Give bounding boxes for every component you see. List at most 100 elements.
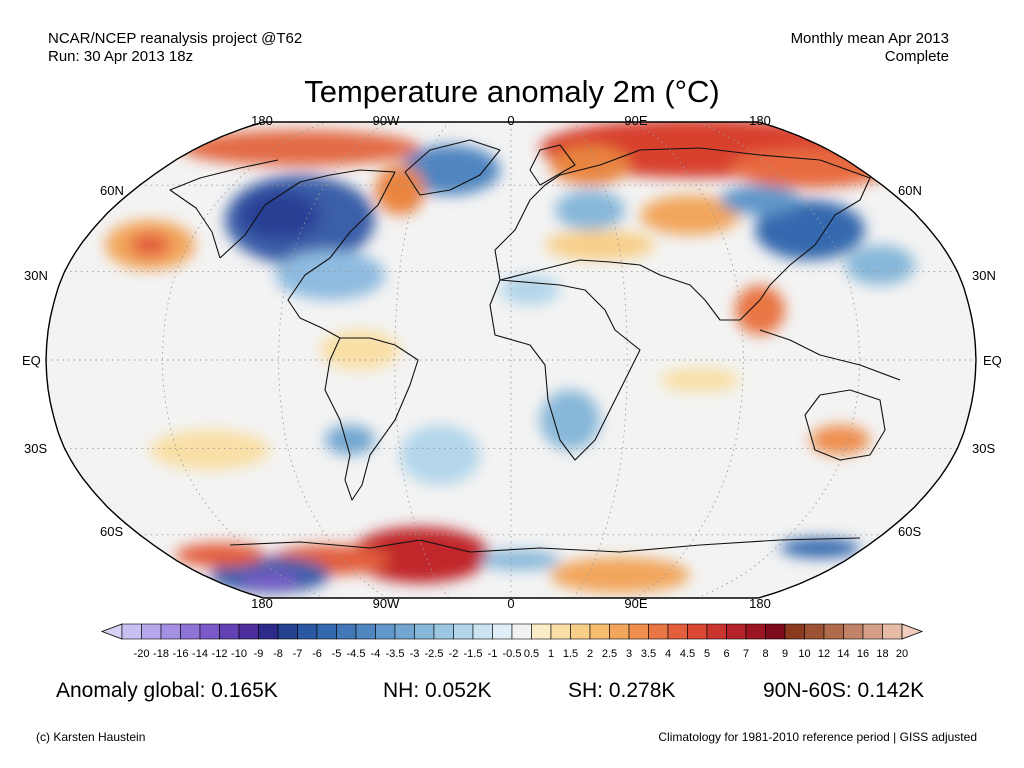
colorbar-tick-label: 2 [586,648,594,660]
lon-label-bottom: 180 [251,596,273,611]
run-label: Run: 30 Apr 2013 18z [48,48,194,65]
graticule [46,122,976,598]
colorbar-swatch [453,623,474,640]
colorbar-tick-label: 14 [837,648,850,660]
lon-label-bottom: 90W [372,596,400,611]
colorbar-swatch [687,623,708,640]
nh-anomaly: NH: 0.052K [383,679,492,702]
lat-label-left: 60N [100,183,124,198]
climatology-note: Climatology for 1981-2010 reference peri… [658,730,977,744]
colorbar-swatch [745,623,766,640]
colorbar-swatch [804,623,825,640]
colorbar-tick-label: 9 [781,648,789,660]
colorbar-tick-label: -3 [409,648,420,660]
colorbar-tick-label: 18 [876,648,889,660]
colorbar-tick-label: -4.5 [346,648,366,660]
colorbar-swatch [336,623,357,640]
colorbar-tick-label: -10 [231,648,247,660]
colorbar-tick-label: 10 [798,648,811,660]
meridian-line [696,122,861,598]
lat-label-right: 60N [898,183,922,198]
colorbar-tick-label: 7 [742,648,750,660]
status-label: Complete [884,48,949,65]
colorbar-tick-label: 4.5 [679,648,696,660]
colorbar-swatch [277,623,298,640]
credit-text: (c) Karsten Haustein [36,730,146,744]
colorbar-tick-label: -14 [192,648,208,660]
colorbar-swatch [726,623,747,640]
map-title: Temperature anomaly 2m (°C) [304,74,720,109]
colorbar-tick-label: 1.5 [562,648,579,660]
colorbar-tick-label: -1 [487,648,498,660]
global-anomaly: Anomaly global: 0.165K [56,679,278,702]
lat-label-right: 30S [972,441,996,456]
colorbar-tick-label: -18 [153,648,169,660]
lon-label-top: 0 [507,113,515,128]
colorbar-tick-label: -6 [312,648,322,660]
lon-label-top: 90E [624,113,648,128]
colorbar-swatch [297,623,318,640]
colorbar-tick-label: -5 [331,648,342,660]
colorbar-tick-label: -3.5 [385,648,405,660]
colorbar-swatch [823,623,844,640]
colorbar-swatch [238,623,259,640]
meridian-line [394,122,450,598]
colorbar-tick-label: -2.5 [424,648,444,660]
colorbar-swatch [882,623,903,640]
colorbar-swatch [550,623,571,640]
lat-label-left: 60S [100,524,124,539]
colorbar-tick-label: 3 [625,648,633,660]
colorbar-swatch [160,623,181,640]
colorbar-swatch [316,623,337,640]
period-label: Monthly mean Apr 2013 [790,30,949,47]
colorbar-swatch [180,623,201,640]
colorbar-tick-label: -9 [253,648,264,660]
colorbar-tick-label: 1 [547,648,555,660]
colorbar-swatch [628,623,649,640]
colorbar-swatch [141,623,162,640]
lon-label-top: 180 [251,113,273,128]
colorbar-swatch [862,623,883,640]
colorbar-tick-label: -1.5 [463,648,483,660]
lat-label-left: 30N [24,268,48,283]
map-border [45,121,977,599]
colorbar-tick-label: -4 [370,648,381,660]
lon-label-bottom: 0 [507,596,515,611]
coastlines [169,139,901,553]
lon-label-top: 180 [749,113,771,128]
colorbar-swatch [258,623,279,640]
colorbar-swatch [472,623,493,640]
colorbar-tick-label: 20 [895,648,909,660]
colorbar-tick-label: 5 [703,648,711,660]
colorbar-max-arrow [901,623,924,640]
colorbar-swatch [706,623,727,640]
meridian-line [572,122,628,598]
source-label: NCAR/NCEP reanalysis project @T62 [48,30,303,47]
colorbar-swatch [492,623,513,640]
colorbar-swatch [511,623,532,640]
colorbar-tick-label: 16 [856,648,870,660]
lat-label-left: EQ [22,353,41,368]
colorbar-swatch [121,623,142,640]
lat-label-right: 60S [898,524,922,539]
anomaly-field [46,122,976,598]
colorbar-swatch [219,623,240,640]
lon-label-top: 90W [372,113,400,128]
meridian-line [634,122,744,598]
lat-label-left: 30S [24,441,48,456]
band-anomaly: 90N-60S: 0.142K [763,679,925,702]
colorbar-tick-label: -2 [448,648,459,660]
colorbar-tick-label: -12 [211,648,228,660]
colorbar-tick-label: 2.5 [601,648,618,660]
colorbar-tick-label: -0.5 [502,648,522,660]
colorbar-min-arrow [100,623,123,640]
colorbar-tick-label: 4 [664,648,672,660]
colorbar-swatch [589,623,610,640]
colorbar-swatch [199,623,220,640]
meridian-line [161,122,326,598]
colorbar-swatch [843,623,864,640]
colorbar-swatch [433,623,454,640]
colorbar-swatch [784,623,805,640]
colorbar-swatch [355,623,376,640]
